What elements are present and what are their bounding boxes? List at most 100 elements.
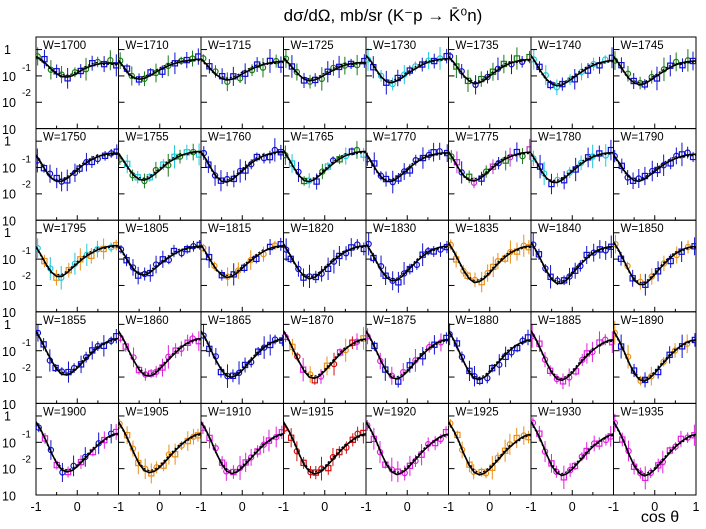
y-tick-label: 10: [2, 345, 16, 359]
data-point: [572, 166, 579, 173]
data-point: [360, 335, 366, 342]
data-point: [466, 461, 473, 468]
y-tick-labels: 1 10 -1 10 -2 10: [2, 409, 31, 503]
panel: W=1715: [200, 36, 284, 130]
y-tick-label: 10: [2, 279, 16, 293]
data-point: [566, 273, 573, 280]
data-point: [382, 272, 389, 279]
fit-curve: [201, 421, 284, 475]
alt-curve: [448, 422, 531, 474]
panel: W=1740: [530, 36, 614, 130]
y-tick-label: 10: [2, 162, 16, 176]
data-point: [579, 356, 586, 364]
panel: W=1795: [35, 219, 119, 313]
data-point: [377, 72, 385, 80]
y-tick-labels: 1 10 -1 10 -2 10: [2, 318, 31, 412]
y-tick-label: -1: [22, 155, 31, 166]
x-tick-label: 0: [651, 500, 658, 514]
alt-curve: [118, 152, 201, 179]
y-tick-label: -1: [22, 429, 31, 440]
data-point: [531, 56, 537, 63]
y-tick-labels: 1 10 -1 10 -2 10: [2, 226, 31, 320]
y-tick-label: 10: [2, 436, 16, 450]
data-point: [165, 62, 172, 70]
panel-label: W=1925: [456, 406, 499, 418]
data-point: [566, 466, 574, 474]
data-point: [671, 347, 679, 354]
fit-curve: [613, 421, 696, 477]
panel: W=1755: [118, 128, 202, 221]
fit-curve: [366, 330, 449, 380]
alt-curve: [36, 57, 119, 76]
fit-curve: [613, 241, 696, 286]
data-point: [77, 361, 85, 368]
panel: W=1870: [283, 311, 367, 404]
data-point: [118, 246, 125, 253]
fit-curve: [283, 330, 366, 380]
data-point: [542, 265, 549, 272]
y-tick-label: -1: [22, 338, 31, 349]
data-point: [458, 446, 466, 454]
panel: W=1900: [35, 402, 119, 496]
data-point: [655, 462, 662, 469]
fit-curve: [613, 330, 696, 382]
fit-curve: [36, 152, 119, 183]
panel-label: W=1875: [373, 315, 416, 327]
data-point: [260, 344, 268, 351]
fit-curve: [613, 55, 696, 86]
panel: W=1910: [200, 402, 284, 496]
y-tick-label: 10: [2, 96, 16, 110]
panel-label: W=1780: [538, 132, 581, 144]
data-point: [65, 266, 72, 274]
panel: W=1835: [448, 219, 532, 313]
data-point: [489, 163, 497, 170]
panel: W=1820: [283, 219, 367, 313]
data-point: [300, 459, 307, 467]
panel: W=1730: [365, 36, 449, 130]
data-point: [135, 459, 142, 467]
data-point: [672, 443, 679, 450]
panel: W=1915: [283, 402, 367, 496]
data-point: [36, 53, 41, 60]
fit-curve: [201, 330, 284, 378]
fit-curve: [366, 242, 449, 282]
data-point: [495, 159, 502, 167]
panel-label: W=1755: [126, 132, 169, 144]
alt-curve: [531, 422, 614, 475]
data-point: [235, 369, 243, 377]
y-tick-label: 10: [2, 70, 16, 84]
panel-label: W=1750: [43, 132, 86, 144]
data-point: [265, 437, 273, 444]
data-point: [211, 172, 219, 179]
panel: W=1875: [365, 311, 449, 404]
alt-curve: [613, 331, 696, 380]
panel-label: W=1835: [456, 223, 499, 235]
data-point: [458, 353, 466, 361]
data-point: [476, 377, 483, 385]
panel: W=1855: [35, 311, 119, 404]
data-point: [148, 470, 155, 477]
y-tick-label: 10: [2, 123, 16, 137]
data-point: [247, 454, 255, 461]
data-point: [112, 428, 119, 436]
data-point: [648, 273, 656, 280]
panel: W=1735: [448, 36, 532, 130]
panel: W=1920: [365, 402, 449, 496]
y-tick-label: 1: [4, 226, 11, 240]
data-point: [58, 274, 65, 281]
fit-curve: [366, 421, 449, 476]
data-point: [295, 265, 302, 273]
panel: W=1750: [35, 128, 119, 221]
fit-curve: [531, 421, 614, 477]
alt-curve: [283, 58, 366, 80]
panel: W=1880: [448, 311, 532, 404]
fit-curve: [448, 151, 531, 182]
panel-label: W=1790: [621, 132, 664, 144]
panel-grid: W=1700 W=1710 W=1715 W=1725 W=1730 W=1735 W=17…: [35, 36, 697, 496]
data-point: [637, 469, 644, 477]
data-point: [541, 356, 549, 363]
panel-label: W=1840: [538, 223, 581, 235]
panel-label: W=1915: [291, 406, 334, 418]
y-tick-label: -1: [22, 246, 31, 257]
x-tick-label: 0: [239, 500, 246, 514]
